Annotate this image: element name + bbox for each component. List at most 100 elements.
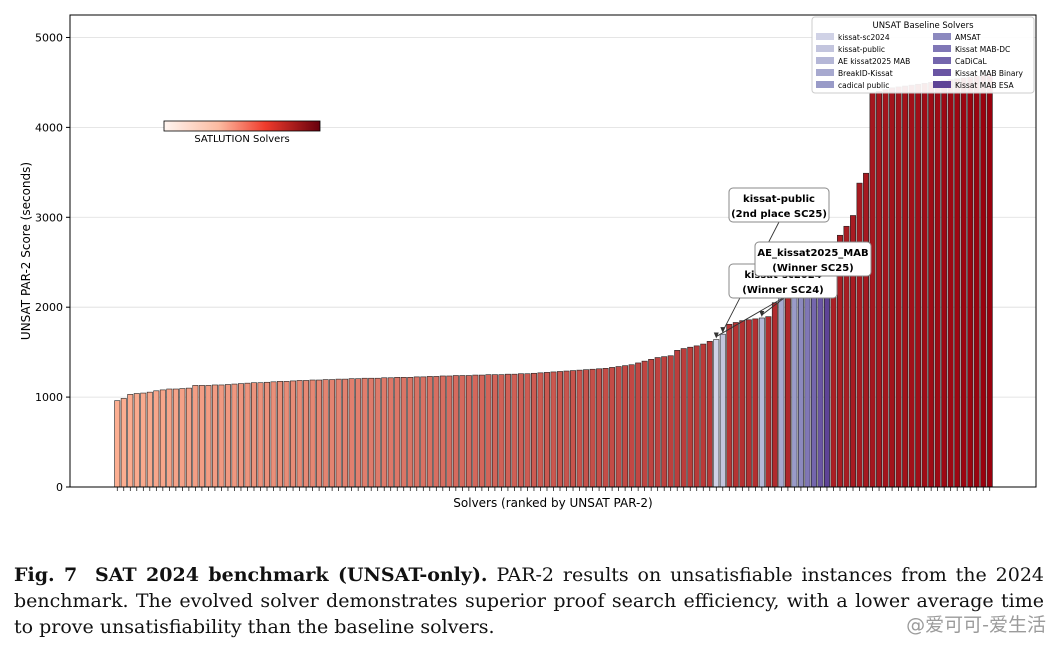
y-axis-label: UNSAT PAR-2 Score (seconds) [19, 162, 33, 340]
annotation-line-2: (Winner SC24) [742, 285, 824, 296]
satlution-bar [413, 376, 420, 488]
satlution-bar [296, 380, 303, 488]
satlution-bar [140, 392, 147, 488]
satlution-bar [902, 85, 909, 488]
satlution-bar [478, 374, 485, 488]
satlution-bar [771, 302, 778, 488]
satlution-bar [856, 182, 863, 488]
satlution-bar [426, 376, 433, 488]
satlution-bar [869, 92, 876, 488]
baseline-bar [719, 333, 726, 488]
satlution-bar [530, 372, 537, 488]
caption-text: PAR-2 results on unsatisfiable instances… [14, 564, 1044, 638]
satlution-bar [114, 400, 121, 488]
satlution-bar [752, 318, 759, 488]
y-tick-label: 1000 [35, 391, 63, 404]
satlution-bar [264, 381, 270, 488]
satlution-bar [439, 375, 446, 488]
satlution-bar [784, 270, 791, 488]
annotation-arrowhead [759, 310, 765, 317]
annotation-line-2: (2nd place SC25) [731, 209, 827, 220]
satlution-bar [615, 366, 622, 488]
satlution-bar [596, 368, 603, 488]
satlution-bar [394, 377, 401, 488]
colorbar-gradient [163, 120, 321, 132]
satlution-bar [517, 373, 524, 488]
satlution-bar [895, 86, 902, 488]
satlution-bar [316, 379, 323, 488]
legend-label: Kissat MAB Binary [955, 69, 1024, 78]
caption-label: Fig. 7 [14, 564, 78, 586]
satlution-bar [661, 356, 668, 488]
satlution-bar [667, 355, 674, 488]
satlution-bar [335, 378, 342, 488]
satlution-bar [348, 378, 355, 488]
satlution-bar [726, 323, 733, 488]
satlution-bar [960, 77, 967, 488]
bars [114, 74, 993, 488]
x-axis-ticks [116, 487, 991, 491]
satlution-bar [576, 369, 583, 488]
y-tick-label: 4000 [35, 121, 63, 134]
legend-label: CaDiCaL [955, 57, 988, 66]
satlution-bar [973, 75, 980, 488]
satlution-bar [381, 377, 388, 488]
satlution-bar [941, 80, 948, 488]
satlution-bar [342, 378, 349, 488]
satlution-bar [387, 377, 394, 488]
satlution-bar [889, 87, 896, 488]
satlution-bar [153, 390, 160, 488]
plot-frame [69, 14, 1037, 488]
legend-label: kissat-sc2024 [838, 33, 890, 42]
annotation-line-1: AE_kissat2025_MAB [757, 248, 868, 259]
satlution-bar [231, 383, 238, 488]
satlution-bar [693, 345, 700, 488]
baseline-bar [713, 339, 720, 488]
watermark: @爱可可-爱生活 [906, 614, 1046, 636]
satlution-bar [537, 372, 544, 488]
annotation-line-1: kissat-public [743, 194, 815, 205]
satlution-bar [198, 385, 205, 488]
y-tick-label: 0 [56, 481, 63, 494]
satlution-bar [876, 91, 883, 488]
y-tick-label: 5000 [35, 31, 63, 44]
legend-label: Kissat MAB-DC [955, 45, 1010, 54]
satlution-bar [498, 374, 505, 488]
satlution-bar [544, 372, 550, 488]
satlution-bar [680, 348, 687, 488]
satlution-bar [400, 377, 407, 488]
baseline-bar [758, 317, 765, 488]
satlution-bar [524, 373, 531, 488]
satlution-bar [570, 370, 577, 488]
satlution-bar [980, 74, 987, 488]
satlution-bar [739, 320, 746, 488]
y-axis: 0 1000 2000 3000 4000 5000 [35, 31, 70, 494]
legend-label: cadical public [838, 81, 889, 90]
satlution-bar [706, 341, 713, 488]
y-tick-label: 2000 [35, 301, 63, 314]
satlution-bar [368, 377, 375, 488]
satlution-bar [674, 350, 681, 488]
annotation-line-2: (Winner SC25) [772, 263, 854, 274]
satlution-bar [947, 79, 954, 488]
satlution-bar [967, 76, 974, 488]
satlution-bar [863, 172, 870, 488]
satlution-bar [511, 373, 518, 488]
satlution-bar [472, 374, 479, 488]
x-axis-label: Solvers (ranked by UNSAT PAR-2) [453, 496, 652, 510]
satlution-bar [934, 81, 941, 488]
satlution-bar [159, 389, 166, 488]
satlution-bar [270, 381, 277, 488]
legend-swatch [933, 33, 951, 40]
satlution-bar [765, 316, 772, 488]
baseline-bar [778, 297, 785, 488]
caption-title: SAT 2024 benchmark (UNSAT-only). [95, 564, 488, 586]
satlution-bar [322, 379, 329, 488]
legend-swatch [816, 57, 834, 64]
satlution-bar [745, 319, 752, 488]
satlution-bar [583, 369, 590, 488]
satlution-bar [928, 82, 935, 488]
legend-swatch [933, 81, 951, 88]
y-tick-label: 3000 [35, 211, 63, 224]
satlution-bar [224, 384, 231, 488]
